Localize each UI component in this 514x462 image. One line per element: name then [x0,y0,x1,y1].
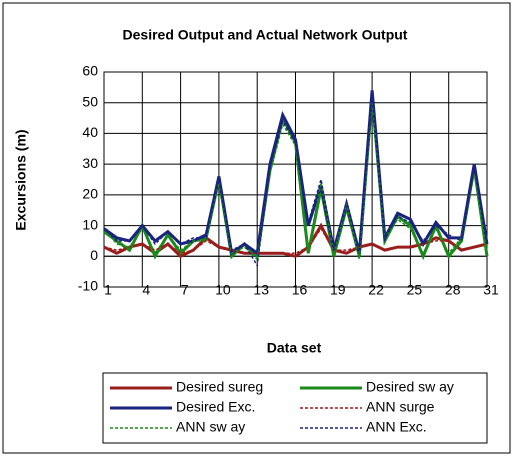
legend-label: ANN surge [366,399,435,415]
x-axis-label: Data set [267,340,322,356]
legend-label: Desired sw ay [366,379,454,395]
x-tick-label: 22 [368,282,384,298]
y-tick-label: 30 [82,155,98,171]
series-line [103,96,488,268]
x-tick-label: 7 [181,282,189,298]
x-tick-label: 19 [330,282,346,298]
x-tick-label: 31 [483,282,499,298]
y-axis-label: Excursions (m) [13,129,29,230]
legend-label: ANN Exc. [366,419,427,435]
y-tick-label: 60 [82,63,98,79]
y-tick-label: 20 [82,186,98,202]
x-tick-label: 1 [104,282,112,298]
y-tick-label: 10 [82,216,98,232]
y-tick-label: 40 [82,124,98,140]
legend-label: Desired Exc. [176,399,255,415]
x-tick-label: 13 [253,282,269,298]
y-tick-label: 50 [82,93,98,109]
legend-label: Desired sureg [176,379,263,395]
chart-title: Desired Output and Actual Network Output [123,27,408,43]
x-tick-label: 25 [407,282,423,298]
x-tick-label: 4 [142,282,150,298]
legend-label: ANN sw ay [176,419,245,435]
y-tick-label: 0 [90,247,98,263]
x-tick-label: 10 [215,282,231,298]
y-tick-label: -10 [78,278,98,294]
x-tick-label: 16 [292,282,308,298]
x-tick-label: 28 [445,282,461,298]
series-line [103,227,488,255]
